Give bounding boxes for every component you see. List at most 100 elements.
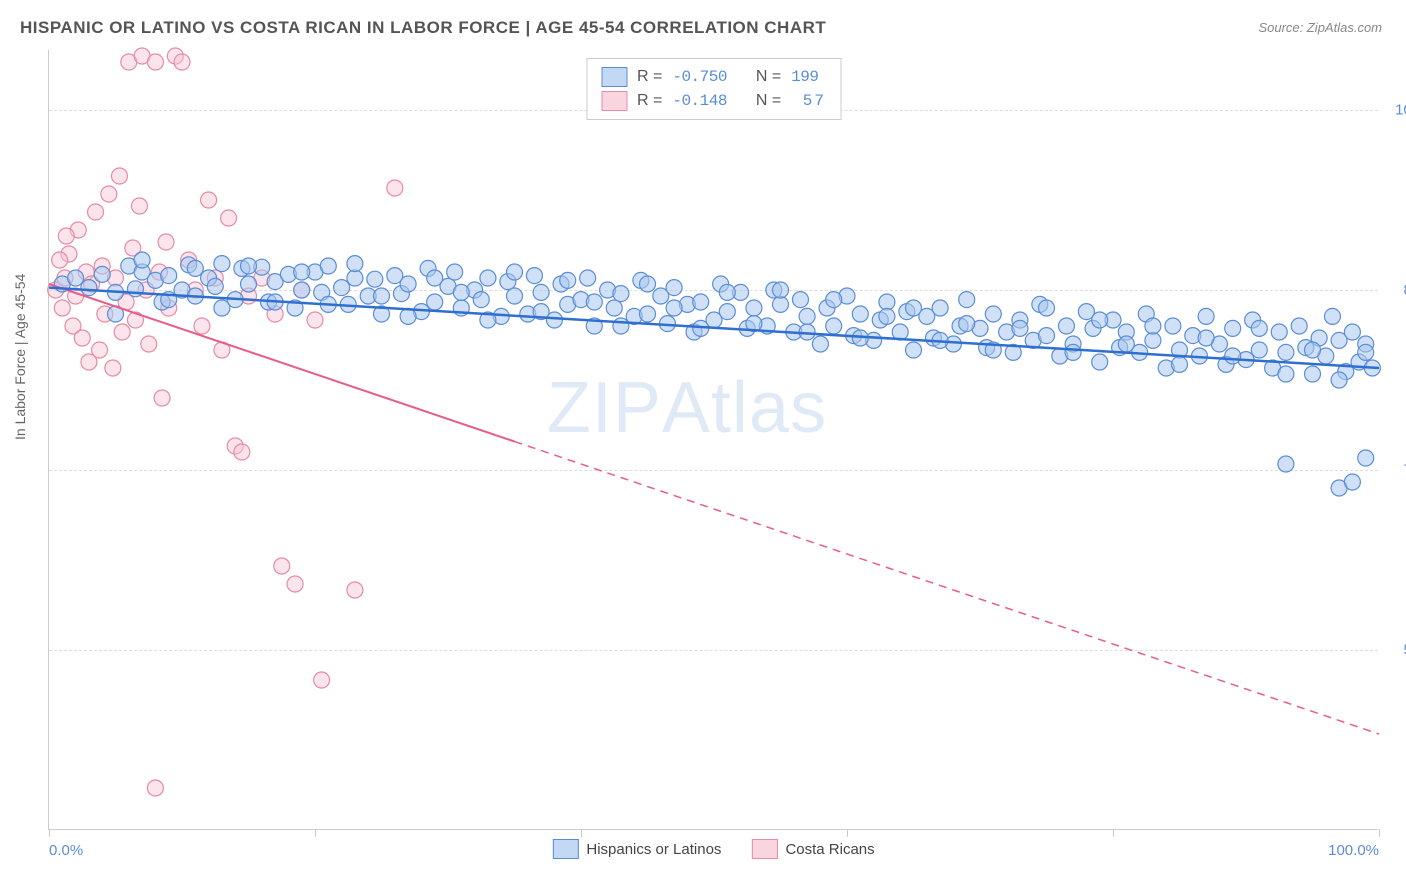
data-point-costaricans [274, 558, 290, 574]
data-point-costaricans [58, 228, 74, 244]
data-point-hispanics [906, 300, 922, 316]
data-point-hispanics [792, 292, 808, 308]
correlation-legend: R = -0.750 N = 199 R = -0.148 N = 57 [586, 58, 841, 120]
x-tick [49, 829, 50, 837]
data-point-hispanics [1039, 328, 1055, 344]
data-point-hispanics [1225, 320, 1241, 336]
x-tick [315, 829, 316, 837]
data-point-hispanics [932, 300, 948, 316]
data-point-hispanics [826, 292, 842, 308]
data-point-hispanics [1358, 450, 1374, 466]
data-point-costaricans [111, 168, 127, 184]
x-tick [581, 829, 582, 837]
data-point-costaricans [387, 180, 403, 196]
data-point-hispanics [294, 264, 310, 280]
data-point-costaricans [174, 54, 190, 70]
data-point-costaricans [114, 324, 130, 340]
data-point-costaricans [201, 192, 217, 208]
data-point-hispanics [507, 288, 523, 304]
data-point-hispanics [187, 260, 203, 276]
data-point-costaricans [158, 234, 174, 250]
data-point-hispanics [1225, 348, 1241, 364]
data-point-hispanics [1145, 318, 1161, 334]
data-point-hispanics [1039, 300, 1055, 316]
data-point-hispanics [1145, 332, 1161, 348]
source-attribution: Source: ZipAtlas.com [1258, 20, 1382, 35]
data-point-hispanics [480, 270, 496, 286]
data-point-hispanics [852, 306, 868, 322]
data-point-hispanics [374, 288, 390, 304]
data-point-costaricans [52, 252, 68, 268]
n-label: N = [756, 92, 781, 110]
data-point-hispanics [1165, 318, 1181, 334]
data-point-hispanics [826, 318, 842, 334]
data-point-hispanics [400, 276, 416, 292]
data-point-hispanics [207, 278, 223, 294]
plot-svg [49, 50, 1378, 829]
data-point-hispanics [1344, 474, 1360, 490]
chart-title: HISPANIC OR LATINO VS COSTA RICAN IN LAB… [20, 18, 826, 38]
data-point-hispanics [1251, 342, 1267, 358]
y-axis-label: In Labor Force | Age 45-54 [12, 274, 28, 440]
x-tick-label: 0.0% [49, 842, 83, 859]
data-point-hispanics [959, 316, 975, 332]
data-point-hispanics [1198, 308, 1214, 324]
data-point-costaricans [101, 186, 117, 202]
data-point-hispanics [533, 284, 549, 300]
data-point-hispanics [507, 264, 523, 280]
data-point-hispanics [693, 294, 709, 310]
data-point-hispanics [879, 294, 895, 310]
legend-row-hispanics: R = -0.750 N = 199 [601, 65, 826, 89]
legend-row-costaricans: R = -0.148 N = 57 [601, 89, 826, 113]
x-tick [1113, 829, 1114, 837]
data-point-costaricans [141, 336, 157, 352]
data-point-hispanics [799, 308, 815, 324]
data-point-hispanics [1065, 344, 1081, 360]
data-point-hispanics [1291, 318, 1307, 334]
data-point-hispanics [640, 306, 656, 322]
data-point-hispanics [1278, 456, 1294, 472]
x-tick [1379, 829, 1380, 837]
data-point-hispanics [879, 308, 895, 324]
data-point-hispanics [473, 292, 489, 308]
data-point-hispanics [81, 280, 97, 296]
legend-swatch-hispanics-2 [552, 839, 578, 859]
data-point-hispanics [1358, 344, 1374, 360]
data-point-hispanics [1344, 324, 1360, 340]
data-point-hispanics [1058, 318, 1074, 334]
data-point-hispanics [1331, 372, 1347, 388]
data-point-costaricans [131, 198, 147, 214]
trendline-dashed-costaricans [515, 442, 1380, 735]
data-point-hispanics [606, 300, 622, 316]
data-point-costaricans [88, 204, 104, 220]
data-point-costaricans [92, 342, 108, 358]
data-point-costaricans [194, 318, 210, 334]
x-tick [847, 829, 848, 837]
data-point-hispanics [1305, 342, 1321, 358]
data-point-hispanics [906, 342, 922, 358]
data-point-hispanics [1324, 308, 1340, 324]
data-point-hispanics [453, 284, 469, 300]
data-point-hispanics [294, 282, 310, 298]
data-point-hispanics [447, 264, 463, 280]
data-point-costaricans [105, 360, 121, 376]
r-label: R = [637, 92, 662, 110]
data-point-hispanics [214, 256, 230, 272]
data-point-hispanics [526, 268, 542, 284]
data-point-hispanics [1198, 330, 1214, 346]
data-point-hispanics [586, 294, 602, 310]
data-point-costaricans [147, 54, 163, 70]
data-point-hispanics [812, 336, 828, 352]
data-point-hispanics [241, 276, 257, 292]
data-point-hispanics [1251, 320, 1267, 336]
data-point-hispanics [560, 272, 576, 288]
legend-swatch-costaricans-2 [751, 839, 777, 859]
legend-swatch-costaricans [601, 91, 627, 111]
data-point-hispanics [241, 258, 257, 274]
data-point-hispanics [367, 271, 383, 287]
data-point-costaricans [147, 780, 163, 796]
data-point-costaricans [74, 330, 90, 346]
data-point-hispanics [427, 270, 443, 286]
data-point-hispanics [427, 294, 443, 310]
data-point-hispanics [985, 306, 1001, 322]
